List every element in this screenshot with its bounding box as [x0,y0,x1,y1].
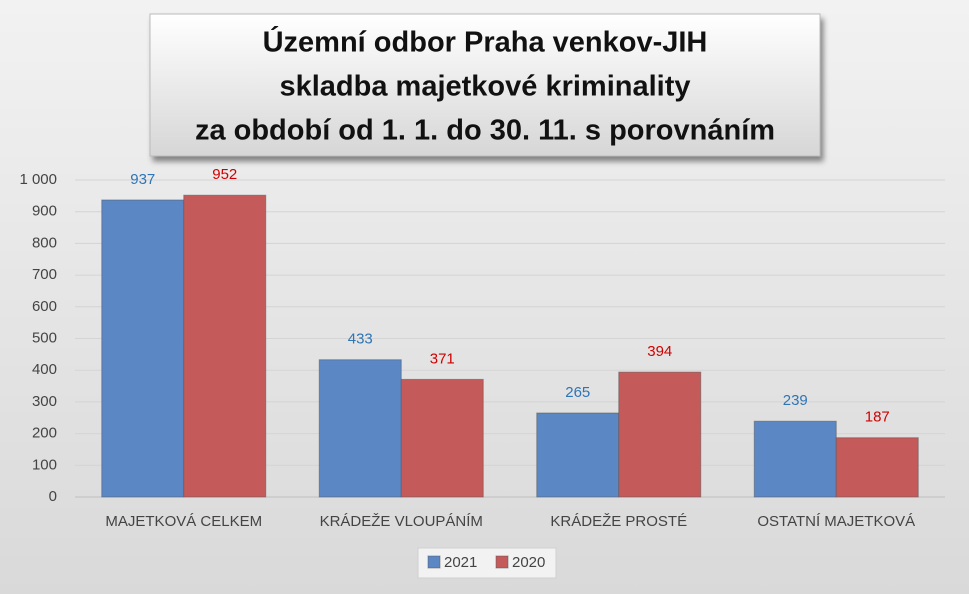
bar [835,437,919,498]
value-label: 952 [212,166,237,183]
y-tick-label: 500 [32,329,57,346]
bar [536,412,620,498]
value-label: 937 [130,171,155,188]
x-tick-label: MAJETKOVÁ CELKEM [105,513,262,530]
x-tick-label: OSTATNÍ MAJETKOVÁ [757,513,915,530]
x-tick-label: KRÁDEŽE VLOUPÁNÍM [320,513,483,530]
value-label: 265 [565,384,590,401]
y-tick-label: 300 [32,393,57,410]
y-tick-label: 900 [32,203,57,220]
chart-title: za období od 1. 1. do 30. 11. s porovnán… [195,115,775,147]
value-label: 187 [865,409,890,426]
bar [318,359,402,498]
title-box [149,13,821,157]
bar [400,378,484,498]
value-label: 239 [783,392,808,409]
legend-label: 2021 [444,554,477,571]
y-tick-label: 800 [32,234,57,251]
y-tick-label: 100 [32,456,57,473]
legend-swatch [495,555,509,569]
legend-swatch [427,555,441,569]
chart-title: skladba majetkové kriminality [279,71,690,103]
y-tick-label: 700 [32,266,57,283]
bar [753,420,837,498]
y-tick-label: 400 [32,361,57,378]
y-tick-label: 1 000 [19,171,57,188]
legend-box [417,547,557,579]
chart-title: Územní odbor Praha venkov-JIH [263,25,708,59]
bar [618,371,702,498]
x-tick-label: KRÁDEŽE PROSTÉ [550,513,687,530]
value-label: 433 [348,331,373,348]
y-tick-label: 200 [32,425,57,442]
value-label: 371 [430,350,455,367]
value-label: 394 [647,343,672,360]
y-tick-label: 600 [32,298,57,315]
y-tick-label: 0 [49,488,57,505]
bar [101,199,185,498]
legend-label: 2020 [512,554,545,571]
bar [183,194,267,498]
